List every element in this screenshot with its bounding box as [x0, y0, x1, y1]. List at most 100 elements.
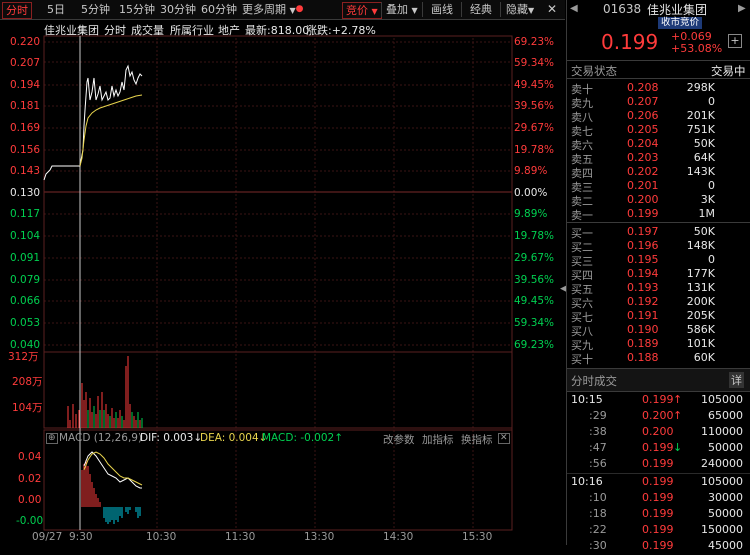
macd-axis-label: 0.00	[18, 494, 42, 506]
y-axis-label: 0.066	[10, 295, 41, 307]
overlay-label: 叠加	[386, 3, 408, 16]
bid-volume: 60K	[693, 351, 715, 364]
bid-row[interactable]: 买一 0.197 50K	[567, 225, 750, 240]
change-params-button[interactable]: 改参数	[383, 434, 415, 446]
ask-row[interactable]: 卖四 0.202 143K	[567, 165, 750, 180]
pct-axis-label: 19.78%	[514, 144, 555, 156]
bid-volume: 131K	[686, 281, 715, 294]
bid-price: 0.197	[627, 225, 659, 238]
tab-30min[interactable]: 30分钟	[160, 3, 196, 16]
bid-row[interactable]: 买六 0.192 200K	[567, 295, 750, 310]
tab-minute-chart[interactable]: 分时	[104, 24, 126, 37]
ask-row[interactable]: 卖八 0.206 201K	[567, 109, 750, 124]
ask-row[interactable]: 卖一 0.199 1M	[567, 207, 750, 222]
tab-5min[interactable]: 5分钟	[81, 3, 110, 16]
macd-dif: DIF: 0.003↓	[140, 432, 202, 444]
macd-label: MACD (12,26,9)	[59, 432, 143, 444]
add-watchlist-icon[interactable]: +	[728, 34, 742, 48]
ask-row[interactable]: 卖七 0.205 751K	[567, 123, 750, 138]
classic-button[interactable]: 经典	[470, 3, 492, 16]
bid-label: 买七	[571, 311, 593, 324]
ask-row[interactable]: 卖十 0.208 298K	[567, 81, 750, 96]
bid-row[interactable]: 买二 0.196 148K	[567, 239, 750, 254]
close-icon[interactable]: ✕	[547, 2, 558, 16]
pct-axis-label: 69.23%	[514, 339, 555, 351]
ask-row[interactable]: 卖二 0.200 3K	[567, 193, 750, 208]
add-indicator-button[interactable]: 加指标	[422, 434, 454, 446]
trade-price: 0.199	[642, 523, 674, 536]
trade-row: :22 0.199 150000	[567, 523, 750, 539]
hide-label: 隐藏	[506, 3, 528, 16]
bid-price: 0.192	[627, 295, 659, 308]
trade-price: 0.200	[642, 409, 674, 422]
switch-indicator-button[interactable]: 换指标	[461, 434, 493, 446]
ask-row[interactable]: 卖六 0.204 50K	[567, 137, 750, 152]
arrow-down-icon: ↓	[258, 432, 268, 444]
trade-time: 10:16	[571, 475, 603, 488]
bid-row[interactable]: 买五 0.193 131K	[567, 281, 750, 296]
pct-axis-label: 69.23%	[514, 36, 555, 48]
tab-15min[interactable]: 15分钟	[119, 3, 155, 16]
tab-5day[interactable]: 5日	[47, 3, 65, 16]
red-dot-icon: ●	[295, 4, 304, 14]
price-line	[43, 64, 143, 181]
expand-icon[interactable]: ⊕	[46, 433, 58, 444]
ask-label: 卖二	[571, 195, 593, 208]
tab-volume[interactable]: 成交量	[131, 24, 164, 37]
time-axis-label: 09/27	[32, 531, 63, 543]
trade-volume: 105000	[701, 475, 743, 488]
collapse-panel-icon[interactable]: ◀	[560, 284, 567, 294]
trade-price: 0.199	[642, 475, 674, 488]
ask-price: 0.201	[627, 179, 659, 192]
bid-label: 买二	[571, 241, 593, 254]
ask-label: 卖五	[571, 153, 593, 166]
tab-minute[interactable]: 分时	[2, 2, 32, 19]
y-axis-label: 0.053	[10, 317, 41, 329]
bid-row[interactable]: 买七 0.191 205K	[567, 309, 750, 324]
bid-row[interactable]: 买十 0.188 60K	[567, 351, 750, 366]
bid-row[interactable]: 买三 0.195 0	[567, 253, 750, 268]
time-axis-label: 15:30	[462, 531, 493, 543]
close-icon[interactable]: ✕	[498, 433, 510, 444]
quote-panel: ◀ 01638 佳兆业集团 ▶ 收市竞价 0.199 +0.069 +53.08…	[566, 0, 750, 552]
y-axis-label: 0.169	[10, 122, 41, 134]
prev-stock-icon[interactable]: ◀	[570, 3, 578, 14]
next-stock-icon[interactable]: ▶	[738, 3, 746, 14]
trade-time: 10:15	[571, 393, 603, 406]
overlay-dropdown[interactable]: 叠加 ▼	[383, 2, 421, 17]
macd-value: MACD: -0.002↑	[262, 432, 343, 444]
ask-row[interactable]: 卖九 0.207 0	[567, 95, 750, 110]
bid-volume: 177K	[686, 267, 715, 280]
bid-label: 买六	[571, 297, 593, 310]
session-marker-icon: ⇩	[79, 27, 87, 37]
tab-region[interactable]: 地产	[218, 24, 240, 37]
ask-price: 0.199	[627, 207, 659, 220]
hide-dropdown[interactable]: 隐藏▼	[503, 2, 537, 17]
arrow-up-icon: ↑	[334, 432, 344, 444]
tab-60min[interactable]: 60分钟	[201, 3, 237, 16]
bid-row[interactable]: 买四 0.194 177K	[567, 267, 750, 282]
bid-price: 0.188	[627, 351, 659, 364]
time-axis-label: 13:30	[304, 531, 335, 543]
price-panel-border	[43, 35, 513, 353]
trades-detail-button[interactable]: 详	[729, 372, 744, 388]
y-axis-label: 0.220	[10, 36, 41, 48]
bid-row[interactable]: 买九 0.189 101K	[567, 337, 750, 352]
ask-row[interactable]: 卖五 0.203 64K	[567, 151, 750, 166]
y-axis-label: 0.181	[10, 100, 41, 112]
ask-row[interactable]: 卖三 0.201 0	[567, 179, 750, 194]
more-periods-dropdown[interactable]: 更多周期 ▼●	[239, 2, 307, 17]
trading-status-value: 交易中	[711, 64, 746, 78]
more-periods-label: 更多周期	[242, 3, 286, 16]
ask-volume: 298K	[686, 81, 715, 94]
bid-price: 0.191	[627, 309, 659, 322]
ask-volume: 0	[708, 95, 715, 108]
bid-label: 买五	[571, 283, 593, 296]
draw-line-button[interactable]: 画线	[431, 3, 453, 16]
trade-time: :38	[589, 425, 607, 438]
ask-label: 卖十	[571, 83, 593, 96]
chevron-down-icon: ▼	[528, 6, 535, 15]
pct-axis-label: 59.34%	[514, 57, 555, 69]
bid-row[interactable]: 买八 0.190 586K	[567, 323, 750, 338]
tab-industry[interactable]: 所属行业	[170, 24, 214, 37]
